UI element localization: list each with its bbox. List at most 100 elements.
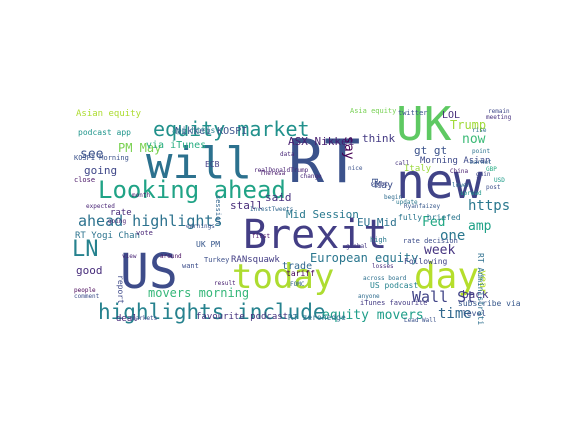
cloud-word: high: [370, 236, 387, 244]
cloud-word: Asian equity: [76, 109, 142, 119]
cloud-word: UK PM: [196, 240, 220, 249]
cloud-word: month: [132, 192, 150, 199]
cloud-word: ahead highlights: [78, 212, 223, 230]
cloud-word: InvestTweets: [250, 206, 294, 213]
cloud-word: EU: [370, 178, 379, 188]
cloud-word: say: [341, 136, 356, 160]
cloud-word: UK: [396, 97, 452, 151]
cloud-word: May: [375, 180, 393, 191]
cloud-word: result: [214, 280, 236, 287]
cloud-word: remain: [488, 108, 510, 115]
cloud-word: GBP: [486, 166, 497, 173]
cloud-word: vote: [136, 229, 153, 237]
cloud-word: EU Mid: [357, 216, 397, 229]
cloud-word: Turkey: [204, 256, 229, 264]
cloud-word: will: [146, 138, 252, 189]
cloud-word: movers morning: [148, 286, 249, 300]
cloud-word: gain: [476, 171, 491, 178]
cloud-word: report: [116, 275, 125, 304]
cloud-word: rise: [472, 127, 487, 134]
cloud-word: Italy: [404, 164, 432, 174]
cloud-word: trade: [282, 261, 312, 272]
cloud-word: Fed: [422, 215, 445, 230]
cloud-word: time: [438, 306, 472, 322]
cloud-word: update: [396, 199, 418, 206]
cloud-word: Looking ahead: [98, 176, 286, 204]
cloud-word: now: [462, 132, 486, 147]
cloud-word: comment: [74, 293, 100, 300]
cloud-word: earnings: [186, 223, 215, 230]
cloud-word: today: [232, 257, 334, 297]
cloud-word: US: [120, 244, 178, 300]
cloud-word: close: [74, 176, 95, 184]
cloud-word: PM May: [118, 141, 161, 155]
cloud-word: going: [84, 164, 117, 177]
cloud-word: see: [80, 147, 104, 162]
cloud-word: good: [76, 264, 103, 277]
cloud-word: new: [396, 154, 483, 210]
cloud-word: Ryanfaizey: [404, 203, 441, 210]
cloud-word: losses: [372, 263, 394, 270]
cloud-word: think: [362, 132, 395, 145]
cloud-word: iTunes favourite: [360, 299, 427, 307]
cloud-word: ASX Nikkei: [288, 135, 354, 148]
cloud-word: realDonaldTrump: [254, 167, 309, 174]
cloud-word: nice: [348, 165, 363, 172]
cloud-word: ECB: [205, 160, 220, 169]
cloud-word: equity market: [153, 117, 310, 141]
cloud-word: view: [122, 253, 137, 260]
cloud-word: one: [440, 228, 465, 244]
cloud-word: lower: [452, 182, 470, 189]
cloud-word: stall: [230, 199, 263, 212]
cloud-word: rate: [110, 208, 132, 218]
cloud-word: app https: [172, 126, 216, 135]
cloud-word: year: [477, 270, 488, 294]
cloud-word: fully briefed: [398, 213, 461, 222]
cloud-word: global: [346, 243, 368, 250]
cloud-word: meeting: [486, 114, 512, 121]
cloud-word: point: [472, 148, 490, 155]
cloud-word: KOSPI Morning: [74, 154, 129, 162]
cloud-word: gt gt: [414, 144, 447, 157]
cloud-word: people: [74, 287, 96, 294]
cloud-word: RT Yogi Chan: [75, 231, 140, 241]
cloud-word: want: [182, 262, 199, 270]
cloud-word: twitter: [398, 109, 428, 117]
cloud-word: equity movers: [322, 308, 424, 323]
cloud-word: USD: [494, 177, 505, 184]
cloud-word: via iTunes: [146, 140, 206, 151]
cloud-word: change: [300, 173, 322, 180]
cloud-word: first: [252, 233, 270, 240]
cloud-word: Morning Asian: [420, 156, 490, 166]
cloud-word: spread: [460, 190, 482, 197]
cloud-word: Lead Wall: [404, 317, 437, 324]
cloud-word: post: [486, 184, 501, 191]
cloud-word: week: [424, 243, 455, 258]
cloud-word: highlights include: [98, 300, 326, 324]
cloud-word: begin: [384, 194, 402, 201]
cloud-word: favourite podcast: [196, 312, 288, 322]
cloud-word: tariff: [286, 269, 315, 278]
cloud-word: LOL: [442, 110, 460, 121]
cloud-word: Following: [404, 257, 448, 266]
cloud-word: Theresa: [260, 170, 286, 177]
cloud-word: going: [108, 218, 126, 225]
cloud-word: call: [395, 160, 410, 167]
cloud-word: Brexit: [243, 212, 388, 258]
cloud-word: data: [280, 151, 295, 158]
cloud-word: day: [414, 256, 479, 297]
cloud-word: expected: [86, 203, 115, 210]
cloud-word: market: [470, 159, 492, 166]
cloud-word: RANsquawk: [231, 255, 280, 265]
cloud-word: European equity: [310, 251, 418, 265]
cloud-word: session: [214, 195, 222, 225]
cloud-word: Trump: [450, 118, 486, 132]
cloud-word: FOMC: [290, 281, 305, 288]
cloud-word: China: [450, 168, 468, 175]
cloud-word: podcast app: [78, 128, 131, 137]
cloud-word: Wall St: [412, 288, 475, 306]
cloud-word: US podcast: [370, 281, 418, 290]
